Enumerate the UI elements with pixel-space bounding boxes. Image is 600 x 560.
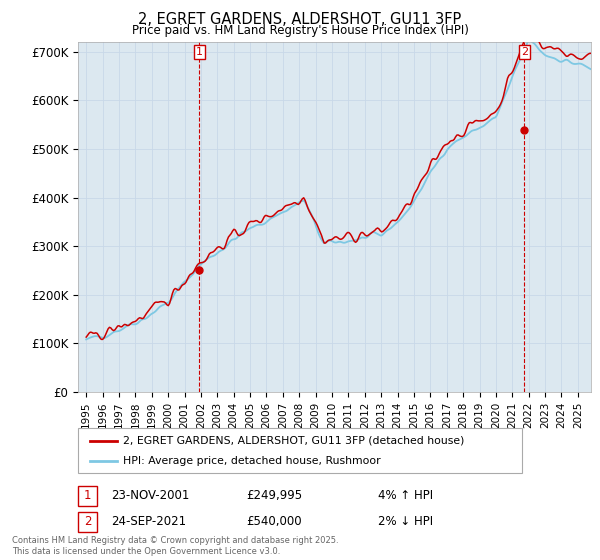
Text: HPI: Average price, detached house, Rushmoor: HPI: Average price, detached house, Rush… [123, 456, 380, 466]
Text: 1: 1 [84, 489, 91, 502]
Text: 4% ↑ HPI: 4% ↑ HPI [378, 489, 433, 502]
Text: 2, EGRET GARDENS, ALDERSHOT, GU11 3FP: 2, EGRET GARDENS, ALDERSHOT, GU11 3FP [139, 12, 461, 27]
Text: Contains HM Land Registry data © Crown copyright and database right 2025.
This d: Contains HM Land Registry data © Crown c… [12, 536, 338, 556]
Text: Price paid vs. HM Land Registry's House Price Index (HPI): Price paid vs. HM Land Registry's House … [131, 24, 469, 36]
Text: 2, EGRET GARDENS, ALDERSHOT, GU11 3FP (detached house): 2, EGRET GARDENS, ALDERSHOT, GU11 3FP (d… [123, 436, 464, 446]
Text: £540,000: £540,000 [246, 515, 302, 529]
Text: 23-NOV-2001: 23-NOV-2001 [111, 489, 190, 502]
Text: £249,995: £249,995 [246, 489, 302, 502]
Text: 2: 2 [84, 515, 91, 529]
Text: 24-SEP-2021: 24-SEP-2021 [111, 515, 186, 529]
Text: 2% ↓ HPI: 2% ↓ HPI [378, 515, 433, 529]
Text: 1: 1 [196, 47, 203, 57]
Text: 2: 2 [521, 47, 528, 57]
